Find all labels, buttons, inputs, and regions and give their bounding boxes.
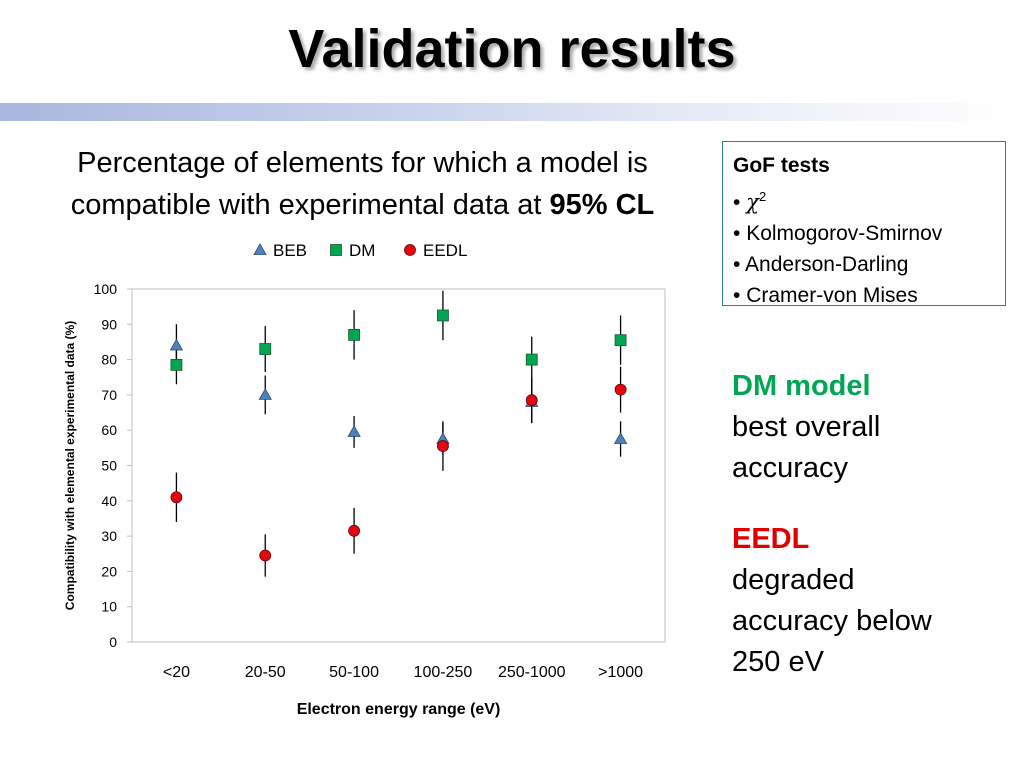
y-tick-label: 70 bbox=[101, 387, 117, 403]
y-tick-label: 20 bbox=[101, 563, 117, 579]
eedl-note-heading: EEDL bbox=[732, 523, 810, 555]
x-axis-label: Electron energy range (eV) bbox=[297, 701, 501, 718]
gof-item-label: Cramer-von Mises bbox=[746, 284, 918, 307]
slide-subtitle: Percentage of elements for which a model… bbox=[10, 142, 715, 226]
chi-superscript: 2 bbox=[758, 189, 767, 204]
data-point-beb bbox=[613, 432, 628, 444]
data-point-beb bbox=[347, 425, 361, 437]
legend-marker-eedl bbox=[404, 244, 416, 256]
x-tick-label: 20-50 bbox=[245, 664, 286, 681]
gof-tests-title: GoF tests bbox=[733, 154, 830, 177]
gof-item-label: Anderson-Darling bbox=[745, 253, 909, 276]
gof-item-ad: • Anderson-Darling bbox=[733, 249, 995, 280]
gof-tests-box: GoF tests • χ2 • Kolmogorov-Smirnov • An… bbox=[722, 141, 1006, 307]
data-point-dm bbox=[437, 309, 449, 322]
legend-marker-beb bbox=[253, 243, 267, 255]
chi-symbol: χ bbox=[746, 190, 759, 214]
data-point-eedl bbox=[525, 394, 538, 407]
legend-label-eedl: EEDL bbox=[423, 241, 467, 260]
data-point-dm bbox=[525, 353, 538, 366]
bullet: • bbox=[733, 222, 741, 245]
y-tick-label: 0 bbox=[109, 634, 117, 650]
compatibility-chart: 0 10 20 30 40 50 60 70 80 90 100 <20 20-50 50-100 100-… bbox=[63, 241, 666, 718]
data-point-dm bbox=[170, 358, 183, 371]
data-point-dm bbox=[259, 343, 272, 355]
subtitle-line-2: compatible with experimental data at bbox=[70, 189, 550, 221]
bullet: • bbox=[733, 284, 741, 307]
bullet: • bbox=[733, 253, 741, 276]
data-point-beb bbox=[258, 388, 272, 400]
subtitle-confidence-level: 95% CL bbox=[549, 189, 655, 221]
gof-item-chi-squared: • χ2 bbox=[733, 181, 995, 218]
gof-item-label: Kolmogorov-Smirnov bbox=[746, 222, 943, 245]
plot-area-frame bbox=[131, 288, 666, 643]
data-point-dm bbox=[348, 328, 360, 341]
x-tick-label: <20 bbox=[163, 664, 190, 681]
title-underline-bar bbox=[0, 103, 1024, 121]
legend-label-beb: BEB bbox=[273, 241, 307, 260]
data-point-eedl bbox=[170, 491, 183, 504]
eedl-note: EEDL degraded accuracy below 250 eV bbox=[732, 519, 932, 683]
data-point-eedl bbox=[348, 524, 360, 537]
y-tick-label: 30 bbox=[101, 528, 117, 544]
x-tick-label: 250-1000 bbox=[498, 664, 566, 681]
eedl-note-line: accuracy below bbox=[732, 605, 932, 637]
y-axis-label: Compatibility with elemental experimenta… bbox=[63, 321, 77, 610]
x-tick-label: 50-100 bbox=[329, 664, 379, 681]
data-point-beb bbox=[169, 338, 184, 351]
gof-item-cvm: • Cramer-von Mises bbox=[733, 280, 995, 311]
legend-label-dm: DM bbox=[349, 241, 375, 260]
y-tick-label: 100 bbox=[94, 281, 118, 297]
y-tick-label: 90 bbox=[101, 316, 117, 332]
dm-note: DM model best overall accuracy bbox=[732, 366, 880, 489]
y-tick-label: 60 bbox=[101, 422, 117, 438]
eedl-note-line: 250 eV bbox=[732, 646, 824, 678]
dm-note-heading: DM model bbox=[732, 370, 871, 402]
bullet: • bbox=[733, 191, 741, 214]
legend-marker-dm bbox=[330, 244, 342, 256]
gof-item-ks: • Kolmogorov-Smirnov bbox=[733, 218, 995, 249]
dm-note-line: accuracy bbox=[732, 452, 849, 484]
dm-note-line: best overall bbox=[732, 411, 881, 443]
eedl-note-line: degraded bbox=[732, 564, 855, 596]
data-point-eedl bbox=[437, 440, 449, 452]
x-tick-label: 100-250 bbox=[414, 664, 473, 681]
y-tick-label: 50 bbox=[101, 458, 117, 474]
x-tick-label: >1000 bbox=[598, 664, 643, 681]
data-point-eedl bbox=[259, 549, 272, 562]
y-tick-label: 10 bbox=[101, 599, 117, 615]
data-point-dm bbox=[614, 334, 627, 347]
data-point-eedl bbox=[614, 383, 627, 396]
y-tick-label: 80 bbox=[101, 352, 117, 368]
subtitle-line-1: Percentage of elements for which a model… bbox=[77, 147, 648, 179]
slide-title: Validation results bbox=[288, 19, 736, 79]
y-tick-label: 40 bbox=[101, 493, 117, 509]
